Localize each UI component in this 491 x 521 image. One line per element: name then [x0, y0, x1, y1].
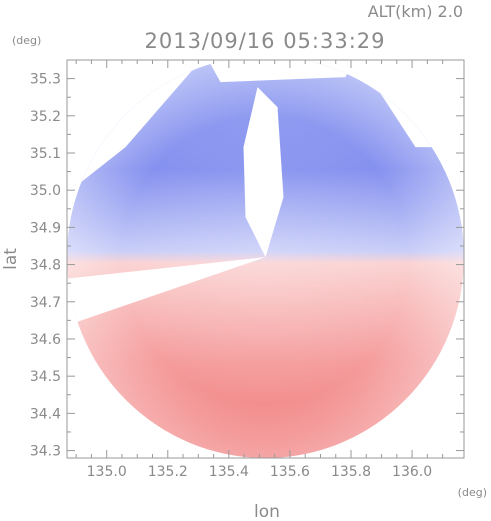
chart-title-timestamp: 2013/09/16 05:33:29	[144, 29, 385, 53]
x-tick-label: 135.8	[331, 464, 371, 480]
y-tick-label: 34.8	[30, 258, 61, 274]
y-tick-label: 34.4	[30, 406, 61, 422]
y-tick-label: 35.3	[30, 72, 61, 88]
y-tick-label: 34.6	[30, 332, 61, 348]
axis-ticks: 135.0 135.2 135.4 135.6 135.8 136.0 34.3 34.4 34…	[30, 59, 464, 480]
y-tick-label: 35.2	[30, 109, 61, 125]
velocity-field	[67, 60, 464, 458]
no-data-sector-north	[243, 87, 284, 258]
y-tick-label: 35.1	[30, 146, 61, 162]
no-data-wedge-west	[67, 257, 266, 328]
plot-frame	[66, 59, 465, 459]
x-unit-label: (deg)	[458, 486, 487, 499]
y-tick-label: 34.5	[30, 369, 61, 385]
y-tick-label: 34.3	[30, 444, 61, 460]
y-unit-label: (deg)	[12, 34, 41, 47]
altitude-label: ALT(km) 2.0	[368, 2, 463, 21]
x-tick-label: 135.6	[270, 464, 310, 480]
x-axis-label: lon	[254, 502, 280, 521]
y-tick-label: 35.0	[30, 183, 61, 199]
x-tick-label: 135.0	[87, 464, 127, 480]
x-tick-label: 136.0	[392, 464, 432, 480]
y-axis-label: lat	[1, 248, 21, 270]
x-tick-label: 135.2	[148, 464, 188, 480]
y-tick-label: 34.9	[30, 220, 61, 236]
x-tick-label: 135.4	[209, 464, 249, 480]
y-tick-label: 34.7	[30, 295, 61, 311]
